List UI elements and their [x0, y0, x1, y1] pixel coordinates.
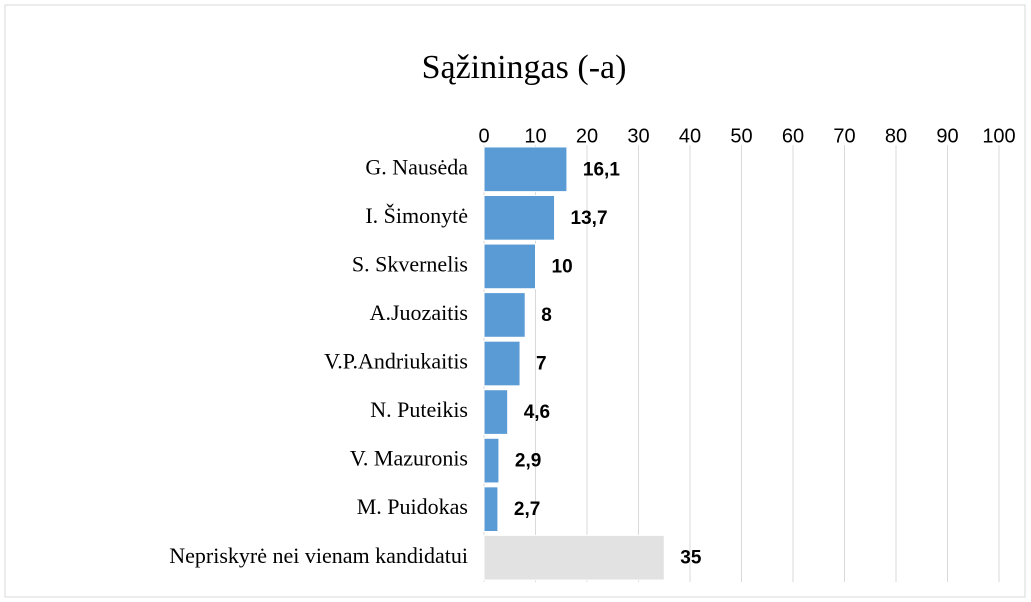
y-tick-label: M. Puidokas — [357, 494, 468, 519]
y-tick-label: V. Mazuronis — [350, 446, 468, 471]
x-tick-label: 70 — [833, 125, 855, 147]
x-tick-label: 50 — [730, 125, 752, 147]
x-tick-label: 60 — [782, 125, 804, 147]
y-tick-label: N. Puteikis — [370, 397, 468, 422]
x-tick-label: 40 — [679, 125, 701, 147]
data-label: 4,6 — [524, 402, 550, 423]
bar — [483, 243, 536, 290]
y-tick-label: A.Juozaitis — [370, 300, 468, 325]
x-tick-label: 10 — [524, 125, 546, 147]
data-label: 10 — [552, 256, 573, 277]
y-tick-label: Nepriskyrė nei vienam kandidatui — [169, 543, 468, 568]
data-label: 7 — [536, 354, 547, 375]
x-tick-label: 30 — [627, 125, 649, 147]
y-tick-label: G. Nausėda — [365, 154, 468, 179]
data-label: 13,7 — [571, 208, 608, 229]
x-tick-label: 20 — [576, 125, 598, 147]
data-label: 8 — [541, 305, 552, 326]
chart-title: Sąžiningas (-a) — [422, 49, 627, 86]
x-tick-label: 80 — [885, 125, 907, 147]
data-label: 2,7 — [514, 499, 540, 520]
y-tick-label: S. Skvernelis — [352, 251, 468, 276]
bar — [483, 486, 499, 533]
bar — [483, 437, 500, 484]
y-tick-label: V.P.Andriukaitis — [324, 349, 468, 374]
y-tick-label: I. Šimonytė — [365, 203, 468, 228]
bar — [483, 340, 521, 387]
data-label: 2,9 — [515, 451, 541, 472]
x-tick-label: 0 — [478, 125, 489, 147]
bar — [483, 146, 568, 193]
x-tick-label: 100 — [982, 125, 1015, 147]
bar — [483, 389, 509, 435]
data-label: 16,1 — [583, 159, 620, 180]
x-tick-label: 90 — [936, 125, 958, 147]
bar — [483, 194, 556, 241]
bar — [483, 534, 665, 581]
bar — [483, 292, 526, 338]
data-label: 35 — [680, 548, 702, 569]
